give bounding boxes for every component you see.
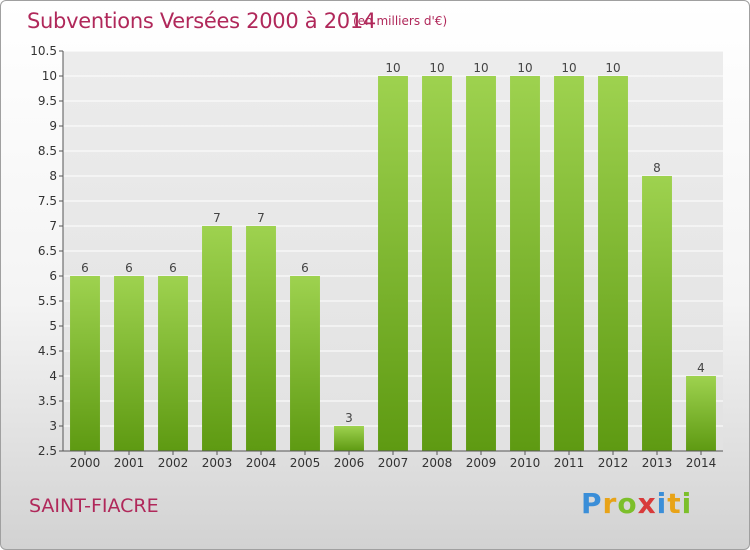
data-label: 6	[81, 261, 89, 275]
logo-letter: r	[602, 487, 618, 520]
y-tick-label: 5.5	[38, 294, 57, 308]
x-tick-label: 2011	[554, 456, 585, 470]
x-tick-label: 2014	[686, 456, 717, 470]
logo-letter: i	[656, 487, 668, 520]
bar	[510, 76, 540, 451]
x-tick-label: 2013	[642, 456, 673, 470]
x-tick-label: 2012	[598, 456, 629, 470]
y-tick-label: 8.5	[38, 144, 57, 158]
chart-title: Subventions Versées 2000 à 2014	[27, 9, 376, 33]
bar	[642, 176, 672, 451]
data-label: 6	[301, 261, 309, 275]
y-tick-label: 6.5	[38, 244, 57, 258]
logo-letter: x	[637, 487, 657, 520]
data-label: 10	[561, 61, 576, 75]
x-tick-label: 2009	[466, 456, 497, 470]
x-tick-label: 2000	[70, 456, 101, 470]
data-label: 6	[169, 261, 177, 275]
y-tick-label: 10	[42, 69, 57, 83]
y-tick-label: 7.5	[38, 194, 57, 208]
bar	[114, 276, 144, 451]
bar	[70, 276, 100, 451]
data-label: 10	[473, 61, 488, 75]
data-label: 10	[517, 61, 532, 75]
data-label: 3	[345, 411, 353, 425]
y-tick-label: 9.5	[38, 94, 57, 108]
y-tick-label: 8	[49, 169, 57, 183]
x-tick-label: 2007	[378, 456, 409, 470]
data-label: 6	[125, 261, 133, 275]
bar	[290, 276, 320, 451]
bar	[158, 276, 188, 451]
data-label: 4	[697, 361, 705, 375]
bar	[686, 376, 716, 451]
proxiti-logo: Proxiti	[581, 487, 692, 520]
logo-letter: P	[581, 487, 603, 520]
data-label: 10	[429, 61, 444, 75]
x-tick-label: 2001	[114, 456, 145, 470]
y-tick-label: 4.5	[38, 344, 57, 358]
data-label: 10	[605, 61, 620, 75]
bar	[202, 226, 232, 451]
data-label: 8	[653, 161, 661, 175]
unit-note: (en milliers d'€)	[353, 14, 448, 28]
bar	[334, 426, 364, 451]
bar	[378, 76, 408, 451]
x-tick-label: 2003	[202, 456, 233, 470]
y-tick-label: 5	[49, 319, 57, 333]
x-tick-label: 2004	[246, 456, 277, 470]
logo-letter: t	[667, 487, 682, 520]
x-tick-label: 2010	[510, 456, 541, 470]
y-tick-label: 2.5	[38, 444, 57, 458]
y-tick-label: 6	[49, 269, 57, 283]
y-tick-label: 3.5	[38, 394, 57, 408]
y-tick-label: 10.5	[30, 44, 57, 58]
x-tick-label: 2008	[422, 456, 453, 470]
y-tick-label: 3	[49, 419, 57, 433]
y-tick-label: 7	[49, 219, 57, 233]
y-tick-label: 9	[49, 119, 57, 133]
data-label: 10	[385, 61, 400, 75]
data-label: 7	[213, 211, 221, 225]
commune-name: SAINT-FIACRE	[29, 495, 159, 517]
bar	[554, 76, 584, 451]
bar	[422, 76, 452, 451]
logo-letter: o	[617, 487, 638, 520]
x-tick-label: 2002	[158, 456, 189, 470]
data-label: 7	[257, 211, 265, 225]
logo-letter: i	[681, 487, 693, 520]
x-tick-label: 2005	[290, 456, 321, 470]
y-tick-label: 4	[49, 369, 57, 383]
x-tick-label: 2006	[334, 456, 365, 470]
bar	[598, 76, 628, 451]
bar	[466, 76, 496, 451]
bar	[246, 226, 276, 451]
